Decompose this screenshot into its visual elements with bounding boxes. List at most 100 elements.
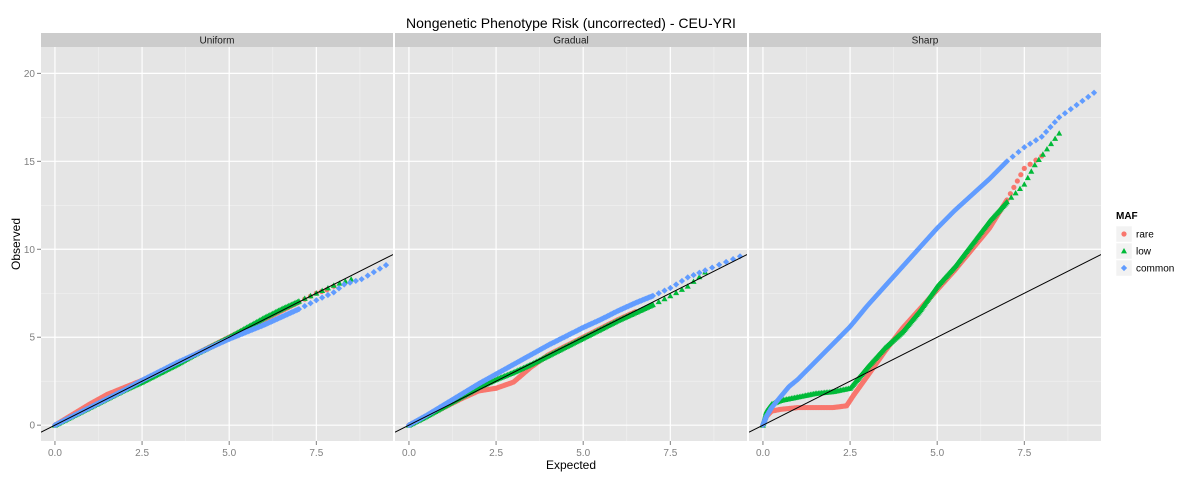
data-point-common [1021,144,1028,151]
data-point-low [678,286,685,292]
data-point-rare [1027,161,1033,167]
data-point-rare [1021,165,1027,171]
data-point-common [307,300,314,307]
data-point-low [655,298,662,305]
facet-panel-uniform: Uniform 0.0 2.5 5.0 7.5 0 5 10 15 20 [24,33,393,459]
data-point-common [673,281,680,288]
facet-strip-label: Sharp [912,36,939,47]
legend-label: low [1136,247,1152,258]
legend: MAF rare low common [1115,211,1174,277]
x-tick-label: 5.0 [222,448,236,459]
data-point-common [301,303,308,310]
facet-strip [749,33,1101,47]
x-tick-label: 7.5 [1017,448,1031,459]
data-point-common [382,261,390,269]
gridlines [41,47,393,441]
y-axis-title: Observed [9,218,23,270]
x-tick-label: 7.5 [663,448,677,459]
data-point-low [1024,174,1031,181]
x-axis-title: Expected [546,458,596,472]
data-point-low [1021,181,1028,187]
x-tick-label: 2.5 [489,448,503,459]
legend-item-rare: rare [1115,225,1154,243]
data-point-rare [1007,191,1013,197]
data-point-common [358,276,365,283]
data-point-rare [1014,178,1020,184]
data-point-low [1052,135,1059,141]
data-point-common [1051,119,1058,126]
data-point-common [1079,97,1086,105]
data-point-common [1090,89,1098,96]
facet-strip [41,33,393,47]
facet-panel-sharp: Sharp 0.0 2.5 5.0 7.5 [749,33,1101,459]
legend-item-low: low [1115,242,1152,260]
data-point-low [1048,140,1055,147]
data-point-common [319,294,326,301]
data-point-low [649,301,656,308]
data-point-low [1028,168,1035,174]
chart-title: Nongenetic Phenotype Risk (uncorrected) … [406,15,736,31]
data-point-common [330,289,337,296]
data-point-common [696,269,703,276]
data-point-low [1056,130,1063,136]
data-point-low [684,283,691,289]
data-point-common [1027,140,1034,147]
data-point-common [295,305,303,313]
gridlines [749,47,1101,441]
data-point-low [330,282,337,288]
panel-background [395,47,747,441]
y-tick-label: 15 [24,157,36,168]
x-tick-label: 7.5 [309,448,323,459]
x-tick-label: 5.0 [930,448,944,459]
data-point-common [346,279,354,286]
data-point-common [1032,137,1040,144]
facet-panel-gradual: Gradual 0.0 2.5 5.0 7.5 [395,33,747,459]
data-point-low [1035,156,1042,162]
y-tick-label: 0 [29,421,35,432]
facet-strip-label: Gradual [553,36,589,47]
legend-title: MAF [1116,211,1138,222]
legend-label: common [1136,264,1174,275]
data-point-low [295,298,302,304]
facet-strip-label: Uniform [199,36,234,47]
data-point-common [335,285,343,292]
legend-item-common: common [1115,259,1174,277]
data-point-common [364,272,371,279]
data-point-low [1039,151,1046,157]
data-point-common [376,265,384,272]
data-point-common [1067,106,1074,113]
legend-marker-low [1121,248,1127,254]
data-point-common [324,291,332,299]
facet-strip [395,33,747,47]
reference-line [395,254,747,433]
data-point-low [336,280,343,286]
data-point-common [1073,101,1080,109]
data-point-low [1016,185,1023,191]
panel-background [41,47,393,441]
data-point-rare [1018,172,1024,178]
y-tick-label: 20 [24,69,36,80]
data-point-low [1003,198,1010,205]
reference-line [749,254,1101,433]
x-tick-label: 2.5 [135,448,149,459]
data-point-common [1061,110,1069,117]
data-point-low [1012,189,1019,196]
data-point-common [736,253,744,260]
data-point-low [667,292,674,299]
data-point-low [1031,161,1038,168]
panels-layer: Uniform 0.0 2.5 5.0 7.5 0 5 10 15 20 Gradual 0.0 2.5… [24,33,1101,459]
data-point-common [661,287,668,294]
legend-marker-rare [1121,231,1127,237]
data-point-common [1047,123,1054,131]
legend-label: rare [1136,230,1154,241]
x-tick-label: 0.0 [756,448,770,459]
data-point-low [1043,146,1050,152]
data-point-common [1042,128,1050,135]
x-tick-label: 0.0 [402,448,416,459]
y-tick-label: 10 [24,245,36,256]
data-point-common [352,277,359,285]
data-points [759,89,1098,429]
data-point-common [313,297,320,304]
data-point-rare [1011,184,1017,190]
